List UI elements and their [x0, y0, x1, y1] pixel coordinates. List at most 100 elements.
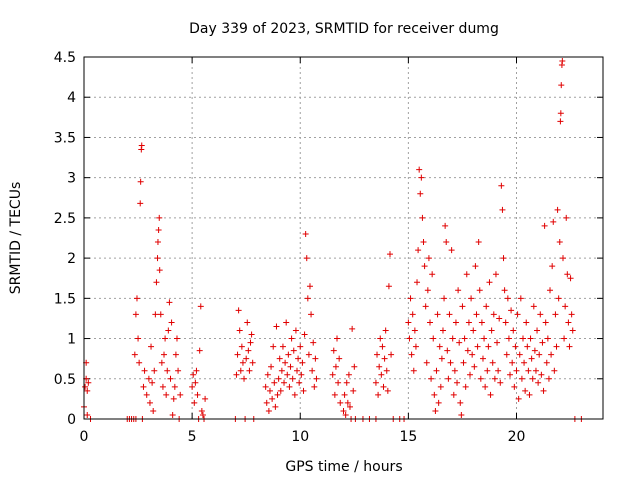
- data-point-marker: [439, 327, 446, 334]
- data-point-marker: [430, 335, 437, 342]
- data-point-marker: [351, 363, 358, 370]
- data-point-marker: [140, 383, 147, 390]
- data-point-marker: [166, 299, 173, 306]
- y-tick-label: 1: [67, 332, 76, 348]
- data-point-marker: [531, 347, 538, 354]
- y-tick-label: 3: [67, 171, 76, 187]
- data-point-marker: [194, 391, 201, 398]
- data-point-marker: [412, 343, 419, 350]
- data-point-marker: [306, 283, 313, 290]
- data-point-marker: [167, 375, 174, 382]
- data-point-marker: [478, 319, 485, 326]
- data-point-marker: [441, 295, 448, 302]
- data-point-marker: [385, 283, 392, 290]
- data-point-marker: [159, 383, 166, 390]
- data-point-marker: [386, 251, 393, 258]
- data-point-marker: [193, 367, 200, 374]
- data-point-marker: [557, 118, 564, 125]
- data-point-marker: [503, 351, 510, 358]
- data-point-marker: [525, 367, 532, 374]
- data-point-marker: [238, 343, 245, 350]
- data-point-marker: [152, 311, 159, 318]
- data-point-marker: [383, 367, 390, 374]
- data-point-marker: [248, 331, 255, 338]
- data-point-marker: [341, 391, 348, 398]
- data-point-marker: [517, 295, 524, 302]
- data-point-marker: [472, 263, 479, 270]
- data-point-marker: [410, 367, 417, 374]
- data-point-marker: [407, 295, 414, 302]
- data-point-marker: [509, 359, 516, 366]
- data-point-marker: [434, 311, 441, 318]
- data-point-marker: [377, 335, 384, 342]
- data-point-marker: [335, 379, 342, 386]
- data-point-marker: [497, 379, 504, 386]
- data-point-marker: [547, 287, 554, 294]
- data-point-marker: [163, 391, 170, 398]
- data-point-marker: [340, 407, 347, 414]
- data-point-marker: [279, 343, 286, 350]
- data-point-marker: [563, 214, 570, 221]
- data-point-marker: [84, 411, 91, 418]
- data-point-marker: [283, 319, 290, 326]
- data-point-marker: [492, 271, 499, 278]
- data-point-marker: [132, 311, 139, 318]
- data-point-marker: [500, 255, 507, 262]
- data-point-marker: [532, 367, 539, 374]
- data-point-marker: [247, 339, 254, 346]
- data-point-marker: [270, 343, 277, 350]
- data-point-marker: [145, 375, 152, 382]
- data-point-marker: [136, 359, 143, 366]
- data-point-marker: [408, 351, 415, 358]
- data-point-marker: [380, 383, 387, 390]
- data-point-marker: [277, 387, 284, 394]
- data-point-marker: [157, 311, 164, 318]
- data-point-marker: [469, 351, 476, 358]
- data-point-marker: [475, 239, 482, 246]
- data-point-marker: [467, 371, 474, 378]
- data-point-marker: [405, 319, 412, 326]
- data-point-marker: [168, 319, 175, 326]
- data-point-marker: [146, 399, 153, 406]
- data-point-marker: [299, 359, 306, 366]
- data-point-marker: [309, 367, 316, 374]
- data-point-marker: [568, 311, 575, 318]
- data-point-marker: [518, 375, 525, 382]
- data-point-marker: [505, 335, 512, 342]
- data-point-marker: [564, 271, 571, 278]
- x-tick-label: 0: [80, 429, 89, 445]
- data-point-marker: [350, 387, 357, 394]
- data-point-marker: [411, 327, 418, 334]
- data-point-marker: [491, 375, 498, 382]
- data-point-marker: [158, 359, 165, 366]
- data-point-marker: [485, 343, 492, 350]
- data-point-marker: [416, 166, 423, 173]
- y-axis-label: SRMTID / TECUs: [8, 182, 24, 295]
- data-point-marker: [496, 315, 503, 322]
- data-point-marker: [529, 375, 536, 382]
- data-point-marker: [153, 279, 160, 286]
- data-point-marker: [539, 339, 546, 346]
- data-point-marker: [234, 351, 241, 358]
- data-point-marker: [565, 319, 572, 326]
- data-point-marker: [457, 399, 464, 406]
- data-point-marker: [236, 327, 243, 334]
- data-point-marker: [445, 375, 452, 382]
- data-point-marker: [494, 339, 501, 346]
- data-point-marker: [285, 351, 292, 358]
- data-point-marker: [388, 351, 395, 358]
- data-points: [81, 58, 585, 422]
- data-point-marker: [268, 363, 275, 370]
- data-point-marker: [537, 311, 544, 318]
- data-point-marker: [295, 355, 302, 362]
- data-point-marker: [460, 359, 467, 366]
- data-point-marker: [421, 263, 428, 270]
- data-point-marker: [171, 383, 178, 390]
- data-point-marker: [417, 190, 424, 197]
- data-point-marker: [263, 399, 270, 406]
- data-point-marker: [521, 359, 528, 366]
- data-point-marker: [305, 351, 312, 358]
- data-point-marker: [524, 343, 531, 350]
- data-point-marker: [332, 363, 339, 370]
- data-point-marker: [461, 335, 468, 342]
